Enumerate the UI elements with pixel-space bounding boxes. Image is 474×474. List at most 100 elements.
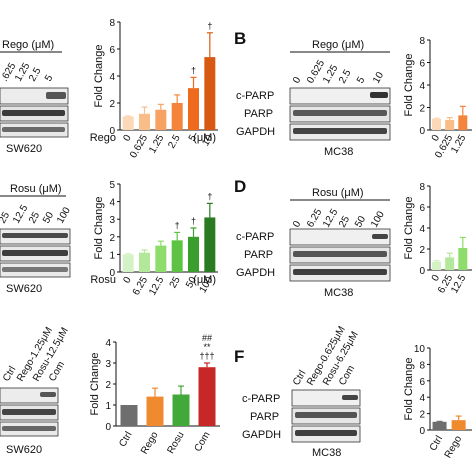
dose-label: 5 (355, 75, 368, 86)
x-tick-label: 0 (430, 273, 443, 284)
dose-label: 12.5 (11, 203, 30, 226)
blot-band (2, 250, 68, 256)
bar (172, 394, 190, 426)
blot-band (372, 234, 388, 239)
significance-mark: † (207, 191, 212, 201)
blot-band (293, 110, 387, 116)
bar (204, 57, 216, 130)
bar (139, 113, 150, 130)
y-axis-label: Fold Change (403, 54, 415, 117)
y-tick-label: 0 (419, 266, 425, 277)
blot-d: Rosu (μM) 0 6.25 12.5 25 50 100 c-PARP P… (236, 187, 391, 299)
x-tick-label: Rosu (165, 430, 186, 456)
blot-band (2, 409, 56, 415)
blot-band (2, 426, 56, 431)
significance-mark: ## (202, 333, 212, 343)
bar (120, 405, 138, 426)
y-tick-label: 8 (109, 18, 115, 29)
blot-e: Ctrl Rego-1.25μM Rosu-12.5μM Com SW620 (0, 325, 71, 456)
y-tick-label: 8 (419, 360, 425, 371)
blot-c-header: Rosu (μM) (10, 183, 62, 195)
x-tick-label: 0 (121, 275, 134, 286)
y-tick-label: 3 (109, 215, 115, 226)
dose-label: 0 (291, 75, 304, 86)
y-tick-label: 6 (419, 377, 425, 388)
panel-letter-f: F (234, 347, 244, 366)
bar (458, 247, 468, 270)
blot-band (293, 269, 387, 275)
blot-d-cell-line: MC38 (324, 287, 353, 299)
x-tick-label: 0.625 (128, 133, 150, 161)
x-tick-label: 10 (200, 133, 215, 149)
y-tick-label: 2 (109, 233, 115, 244)
blot-b-cell-line: MC38 (324, 146, 353, 158)
significance-mark: † (191, 216, 196, 226)
significance-mark: † (175, 220, 180, 230)
y-tick-label: 2 (105, 380, 111, 391)
blot-band (2, 267, 68, 272)
y-tick-label: 8 (419, 182, 425, 193)
blot-band (2, 127, 65, 132)
bar (445, 257, 455, 270)
bar (155, 245, 167, 272)
blot-a: Rego (μM) .625 1.25 2.5 5 SW620 (0, 39, 69, 155)
x-tick-label: 1.25 (449, 133, 468, 156)
y-tick-label: 2 (419, 245, 425, 256)
dose-label: 25 (337, 214, 352, 230)
x-tick-label: Ctrl (117, 430, 134, 449)
x-axis-prefix: Rosu (90, 274, 116, 286)
blot-band (370, 92, 388, 98)
bar (146, 396, 164, 426)
blot-f-row-label-1: c-PARP (242, 393, 280, 405)
y-tick-label: 2 (109, 99, 115, 110)
blot-band (2, 110, 65, 116)
y-tick-label: 10 (414, 344, 426, 355)
blot-e-row-1 (0, 387, 59, 404)
blot-d-row-1 (289, 228, 391, 246)
bar (171, 240, 183, 272)
blot-b-row-1 (289, 87, 391, 105)
bar (198, 367, 216, 426)
blot-b-header: Rego (μM) (312, 39, 364, 51)
blot-d-row-label-3: GAPDH (236, 267, 275, 279)
y-tick-label: 4 (105, 338, 111, 349)
bar (122, 254, 134, 272)
x-tick-label: 5 (187, 133, 200, 144)
y-tick-label: 0 (105, 422, 111, 433)
y-tick-label: 4 (419, 224, 425, 235)
y-tick-label: 2 (419, 410, 425, 421)
y-tick-label: 0 (419, 126, 425, 137)
y-tick-label: 1 (105, 401, 111, 412)
y-tick-label: 3 (105, 359, 111, 370)
significance-mark: † (191, 65, 196, 75)
y-tick-label: 4 (419, 81, 425, 92)
blot-band (295, 430, 357, 436)
blot-f-row-label-2: PARP (250, 411, 279, 423)
y-tick-label: 8 (419, 36, 425, 47)
bar (432, 261, 442, 270)
blot-band (295, 412, 357, 418)
blot-d-header: Rosu (μM) (312, 187, 364, 199)
blot-f-cell-line: MC38 (312, 447, 341, 459)
x-tick-label: 12.5 (147, 275, 166, 298)
blot-a-header: Rego (μM) (2, 39, 54, 51)
y-tick-label: 6 (419, 203, 425, 214)
blot-e-cell-line: SW620 (6, 444, 42, 456)
significance-mark: ** (203, 342, 211, 352)
dose-label: 0 (291, 219, 304, 230)
y-tick-label: 4 (419, 393, 425, 404)
y-axis-label: Fold Change (93, 197, 105, 260)
blot-band (293, 128, 387, 134)
x-axis-unit: (μM) (193, 132, 216, 144)
blot-b-row-label-3: GAPDH (236, 126, 275, 138)
panel-letter-b: B (234, 29, 246, 48)
bar (451, 420, 466, 430)
dose-label: 25 (27, 210, 42, 226)
bar-chart-e: 0 1 2 3 4 Fold Change Ctrl Rego Rosu ##**††† Com (89, 333, 220, 456)
y-tick-label: 0 (419, 426, 425, 437)
y-axis-label: Fold Change (93, 45, 105, 108)
condition-label: Ctrl (1, 365, 18, 384)
